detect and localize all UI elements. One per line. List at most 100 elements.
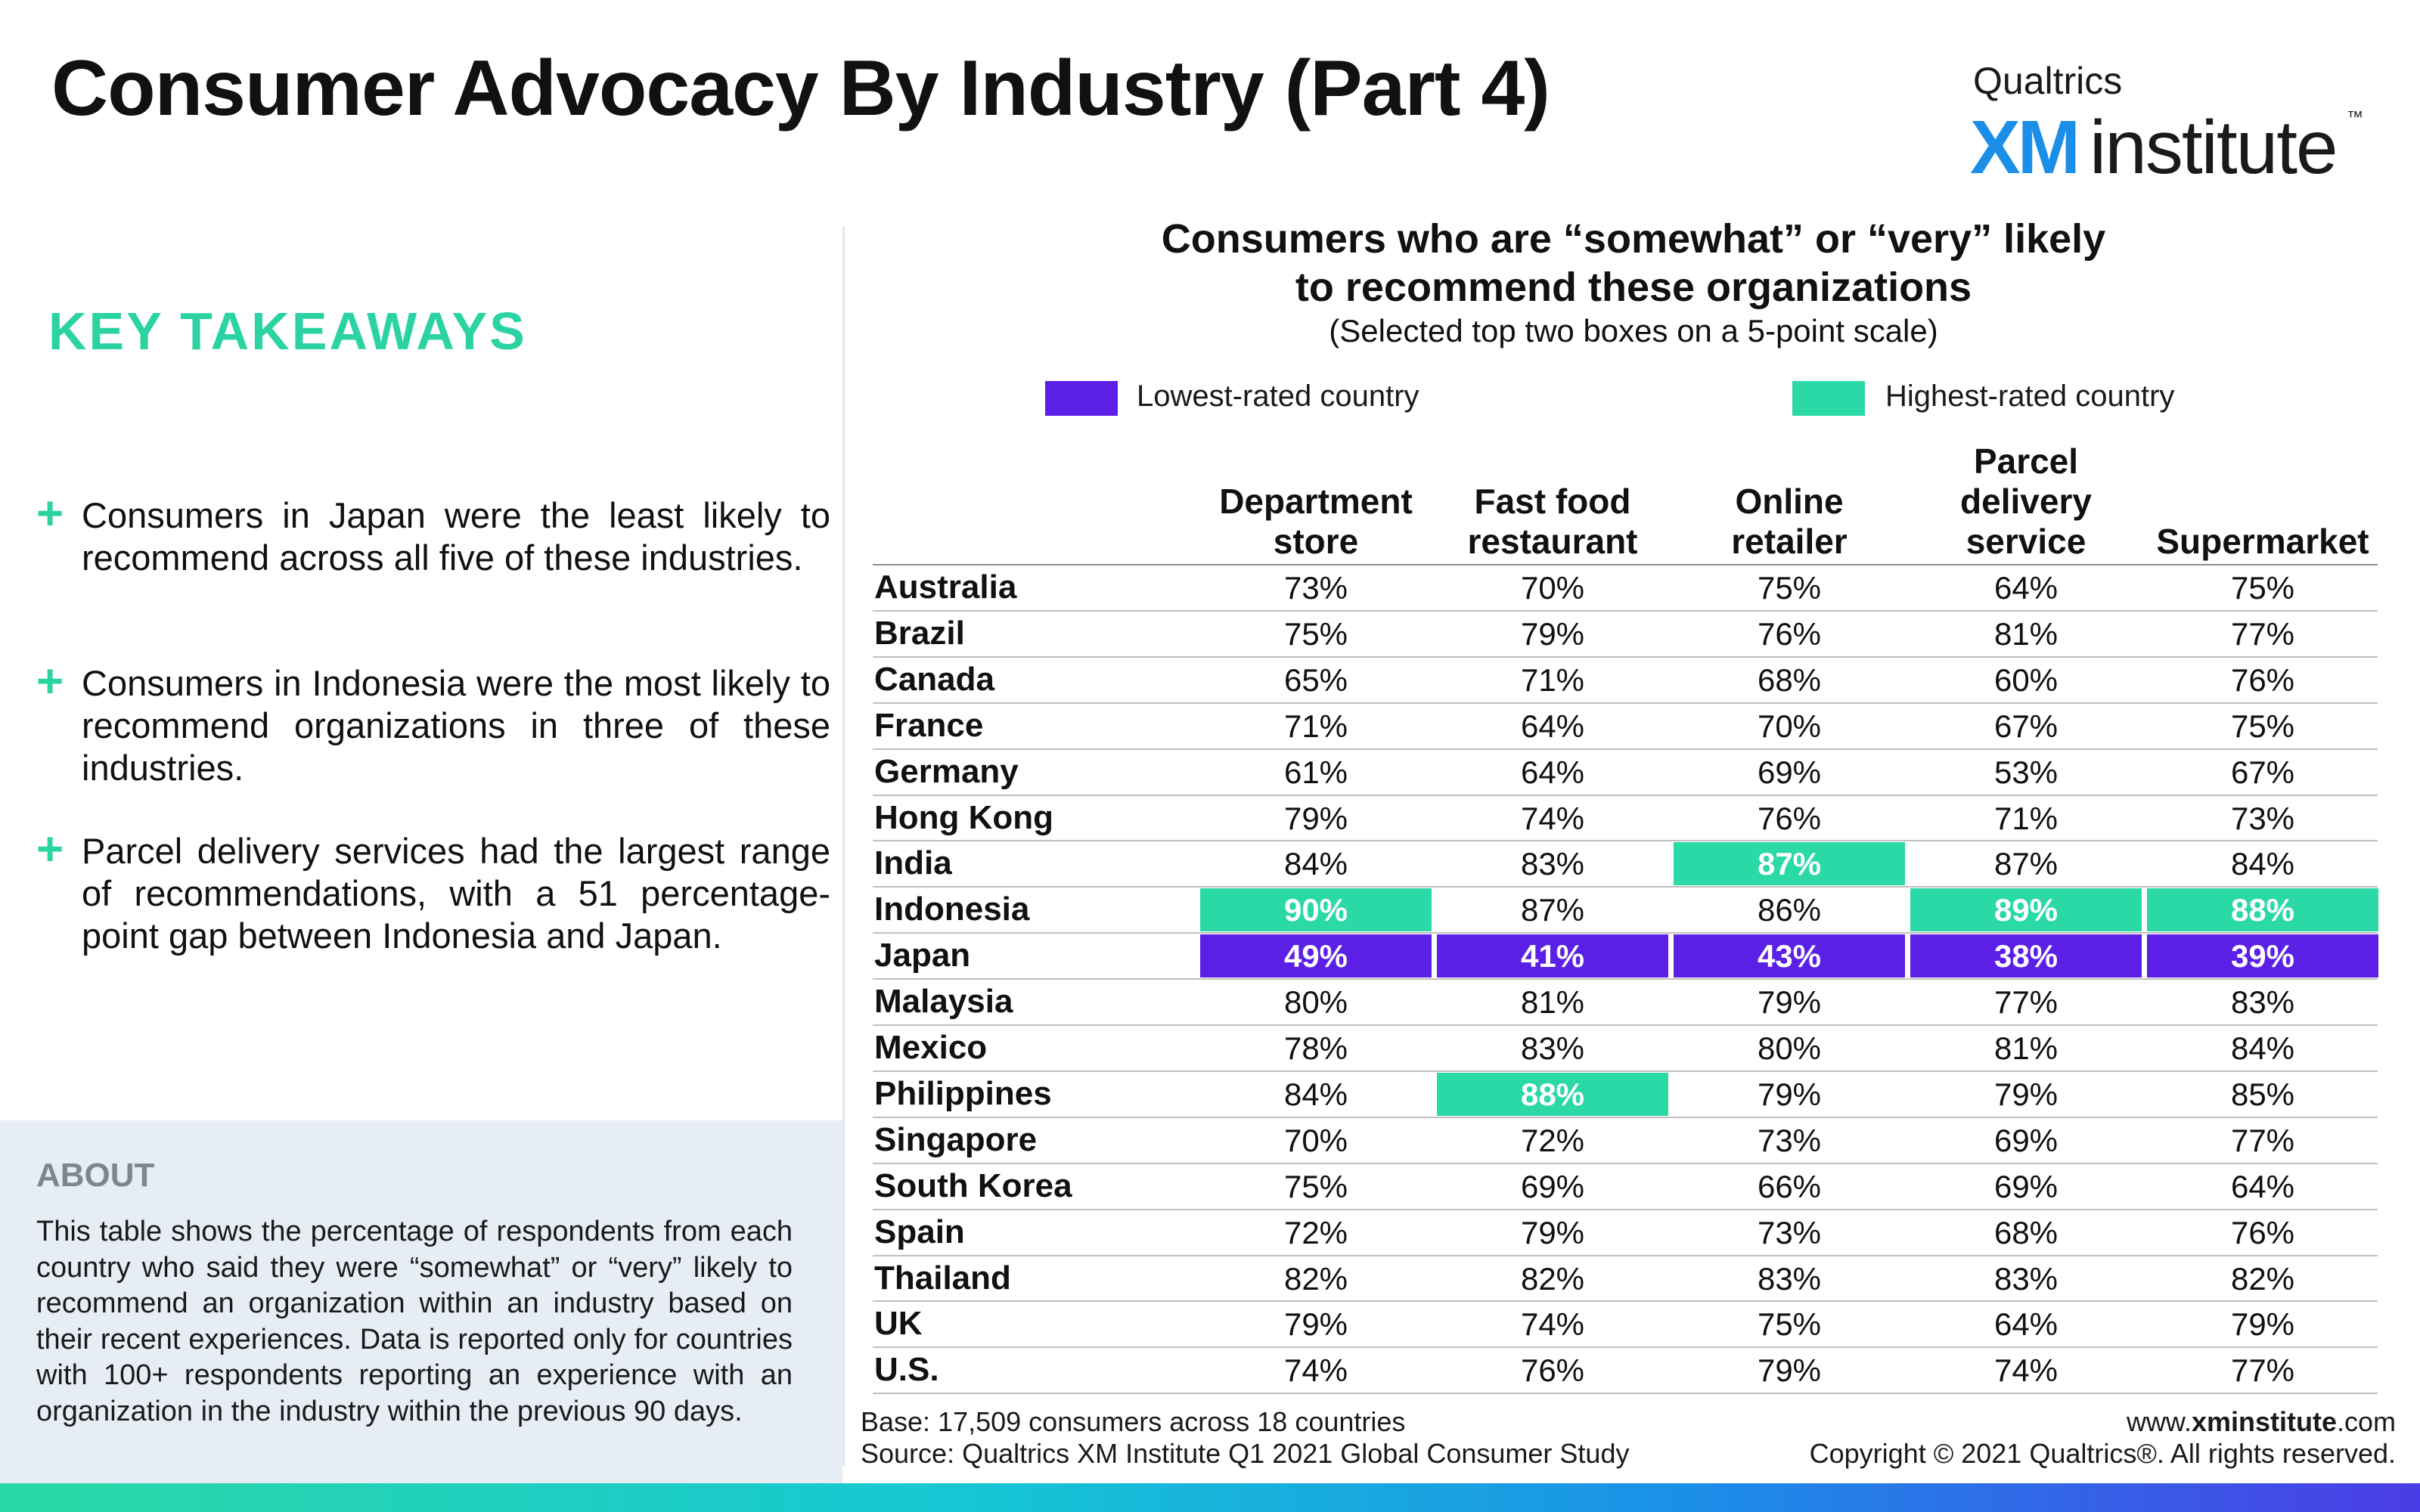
cell-value: 84%	[2230, 1030, 2295, 1066]
column-header-line: store	[1273, 522, 1359, 561]
footer-base: Base: 17,509 consumers across 18 countri…	[861, 1406, 1406, 1437]
cell-value: 70%	[1283, 1122, 1348, 1158]
column-header: Department store	[1199, 482, 1433, 562]
cell-value: 75%	[2230, 570, 2295, 606]
footer-credits: www.xminstitute.com Copyright © 2021 Qua…	[1810, 1406, 2396, 1470]
cell-value: 79%	[2230, 1306, 2295, 1343]
column-header: Fast food restaurant	[1435, 482, 1670, 562]
cell-value: 68%	[1757, 662, 1822, 698]
column-header: Online retailer	[1672, 482, 1907, 562]
cell-value: 81%	[1520, 984, 1585, 1021]
column-header-line: restaurant	[1467, 522, 1638, 561]
about-heading: ABOUT	[36, 1157, 155, 1194]
cell-value: 76%	[2230, 1214, 2295, 1250]
column-header: Parcel delivery service	[1909, 442, 2143, 562]
cell-value: 83%	[1520, 1030, 1585, 1066]
column-header-line: Department	[1219, 482, 1413, 521]
footer-website[interactable]: www.xminstitute.com	[1810, 1406, 2396, 1438]
cell-value: 78%	[1283, 1030, 1348, 1066]
cell-value: 79%	[1283, 800, 1348, 836]
plus-icon: +	[36, 488, 64, 540]
chart-title-line-1: Consumers who are “somewhat” or “very” l…	[1161, 216, 2106, 262]
cell-value: 75%	[2230, 708, 2295, 744]
cell-value: 76%	[1757, 800, 1822, 836]
cell-value: 79%	[1520, 615, 1585, 652]
cell-value: 80%	[1757, 1030, 1822, 1066]
chart-subtitle: (Selected top two boxes on a 5-point sca…	[1329, 313, 1938, 349]
row-divider	[873, 1393, 2378, 1395]
row-divider	[873, 702, 2378, 704]
column-header-line: Fast food	[1474, 482, 1631, 521]
row-label-country: Germany	[874, 752, 1019, 790]
row-divider	[873, 1162, 2378, 1164]
key-takeaways-heading: KEY TAKEAWAYS	[48, 302, 527, 361]
cell-highest-value: 89%	[1910, 888, 2142, 932]
cell-value: 73%	[2230, 800, 2295, 836]
cell-value: 86%	[1757, 892, 1822, 928]
cell-highest-value: 90%	[1200, 888, 1432, 932]
row-divider	[873, 1254, 2378, 1256]
website-suffix: .com	[2336, 1406, 2396, 1437]
cell-value: 84%	[1283, 846, 1348, 882]
column-header-line: delivery	[1960, 482, 2092, 521]
cell-value: 61%	[1283, 754, 1348, 790]
column-header-line: Online	[1735, 482, 1844, 521]
row-divider	[873, 748, 2378, 750]
chart-title: Consumers who are “somewhat” or “very” l…	[945, 215, 2322, 311]
cell-value: 79%	[1757, 1076, 1822, 1112]
table-header-rule	[873, 564, 2378, 565]
cell-value: 67%	[1993, 708, 2059, 744]
cell-value: 83%	[1520, 846, 1585, 882]
cell-value: 75%	[1283, 1168, 1348, 1204]
legend-highest-swatch	[1792, 381, 1865, 416]
takeaway-text: Consumers in Indonesia were the most lik…	[82, 663, 830, 788]
cell-value: 64%	[1520, 754, 1585, 790]
cell-value: 79%	[1520, 1214, 1585, 1250]
cell-lowest-value: 38%	[1910, 934, 2142, 978]
cell-value: 77%	[2230, 1122, 2295, 1158]
column-header-line: Parcel	[1973, 442, 2079, 481]
cell-value: 69%	[1993, 1168, 2059, 1204]
logo-qualtrics-text: Qualtrics	[1973, 60, 2123, 102]
row-label-country: Thailand	[874, 1259, 1011, 1297]
row-divider	[873, 978, 2378, 981]
about-panel: ABOUT This table shows the percentage of…	[0, 1120, 842, 1483]
qualtrics-xm-institute-logo: Qualtrics XM institute ™	[1970, 59, 2363, 190]
recommendation-table: Department store Fast food restaurant Online…	[870, 423, 2382, 1406]
cell-value: 80%	[1283, 984, 1348, 1021]
row-divider	[873, 1300, 2378, 1303]
cell-value: 87%	[1520, 892, 1585, 928]
legend-lowest-swatch	[1045, 381, 1118, 416]
cell-value: 69%	[1520, 1168, 1585, 1204]
cell-value: 75%	[1757, 1306, 1822, 1343]
row-divider	[873, 840, 2378, 842]
cell-value: 69%	[1993, 1122, 2059, 1158]
cell-value: 82%	[1520, 1260, 1585, 1297]
cell-value: 74%	[1283, 1352, 1348, 1389]
cell-value: 72%	[1283, 1214, 1348, 1250]
website-prefix: www.	[2126, 1406, 2192, 1437]
cell-value: 74%	[1520, 800, 1585, 836]
cell-value: 77%	[1993, 984, 2059, 1021]
row-label-country: Mexico	[874, 1029, 988, 1066]
cell-value: 84%	[1283, 1076, 1348, 1112]
cell-value: 64%	[1993, 570, 2059, 606]
row-label-country: Spain	[874, 1213, 965, 1250]
cell-value: 82%	[2230, 1260, 2295, 1297]
cell-value: 71%	[1520, 662, 1585, 698]
cell-value: 69%	[1757, 754, 1822, 790]
cell-value: 73%	[1283, 570, 1348, 606]
cell-lowest-value: 49%	[1200, 934, 1432, 978]
cell-value: 83%	[1757, 1260, 1822, 1297]
cell-highest-value: 87%	[1674, 842, 1905, 886]
row-label-country: Japan	[874, 937, 971, 974]
bottom-gradient-bar	[0, 1483, 2420, 1512]
cell-value: 70%	[1520, 570, 1585, 606]
row-label-country: Malaysia	[874, 983, 1013, 1021]
cell-value: 79%	[1757, 1352, 1822, 1389]
cell-value: 77%	[2230, 615, 2295, 652]
cell-value: 75%	[1283, 615, 1348, 652]
column-header-line: service	[1965, 522, 2086, 561]
cell-highest-value: 88%	[2147, 888, 2378, 932]
logo-trademark: ™	[2347, 107, 2363, 126]
